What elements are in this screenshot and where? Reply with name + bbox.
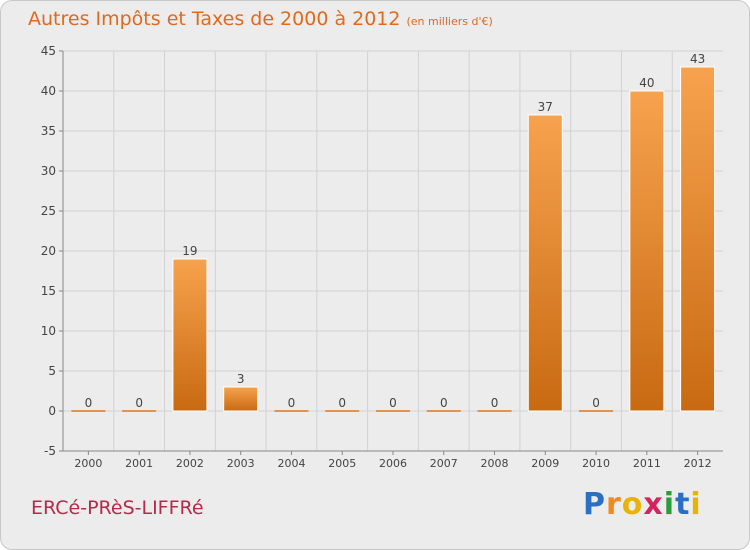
data-label-2004: 0 [288,396,296,410]
logo-letter: t [675,487,691,522]
grid-lines [63,50,723,452]
data-label-2005: 0 [338,396,346,410]
logo-letter: P [583,487,606,522]
data-label-2002: 19 [182,244,197,258]
x-tick-label: 2007 [430,457,458,470]
data-label-2010: 0 [592,396,600,410]
logo-letter: o [621,487,644,522]
y-tick-label: 30 [41,164,56,178]
bars [71,66,716,412]
x-tick-label: 2000 [74,457,102,470]
x-tick-label: 2006 [379,457,407,470]
y-tick-label: -5 [44,444,56,458]
data-label-2008: 0 [491,396,499,410]
x-tick-label: 2010 [582,457,610,470]
y-tick-label: 15 [41,284,56,298]
y-tick-label: 45 [41,44,56,58]
data-label-2009: 37 [538,100,553,114]
data-label-2007: 0 [440,396,448,410]
y-tick-label: 35 [41,124,56,138]
y-tick-label: 40 [41,84,56,98]
data-label-2006: 0 [389,396,397,410]
y-tick-label: 0 [48,404,56,418]
x-tick-label: 2003 [227,457,255,470]
data-label-2003: 3 [237,372,245,386]
data-label-2001: 0 [135,396,143,410]
bar-2012 [680,66,716,412]
x-tick-label: 2012 [684,457,712,470]
bar-2002 [172,258,208,412]
commune-name: ERCé-PRèS-LIFFRé [31,497,204,519]
bar-2011 [629,90,665,412]
logo-letter: i [663,487,676,522]
x-tick-label: 2001 [125,457,153,470]
y-tick-label: 10 [41,324,56,338]
bar-2009 [527,114,563,412]
chart-title: Autres Impôts et Taxes de 2000 à 2012 (en… [28,8,493,30]
logo-letter: x [643,487,664,522]
x-tick-label: 2004 [277,457,305,470]
x-tick-label: 2011 [633,457,661,470]
y-tick-label: 25 [41,204,56,218]
data-label-2012: 43 [690,52,705,66]
data-labels: 0 0 19 3 0 0 0 0 0 37 0 40 43 [85,52,706,410]
logo-letter: r [606,487,622,522]
logo-letter: i [690,487,702,522]
data-label-2000: 0 [85,396,93,410]
x-tick-label: 2005 [328,457,356,470]
bar-2003 [223,386,259,412]
chart-unit: (en milliers d'€) [406,15,493,28]
y-tick-label: 5 [48,364,56,378]
chart-title-text: Autres Impôts et Taxes de 2000 à 2012 [28,8,401,30]
data-label-2011: 40 [639,76,654,90]
x-tick-label: 2009 [531,457,559,470]
x-tick-label: 2008 [481,457,509,470]
proxiti-logo[interactable]: Proxiti [583,487,702,522]
x-tick-label: 2002 [176,457,204,470]
y-tick-label: 20 [41,244,56,258]
